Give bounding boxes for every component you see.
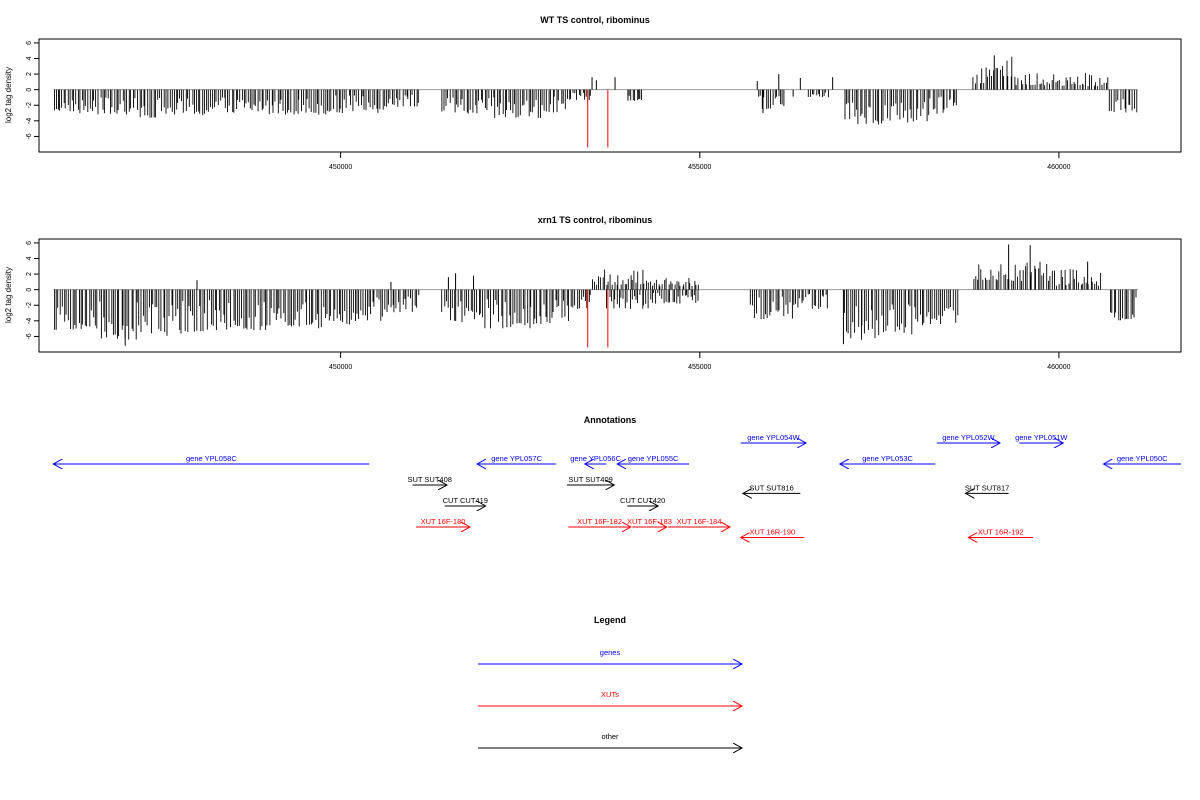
y-tick-label: -2 xyxy=(26,302,33,308)
y-tick-label: -6 xyxy=(26,133,33,139)
annotation-label: gene YPL053C xyxy=(862,454,913,463)
x-tick-label: 450000 xyxy=(329,364,352,371)
panel-xrn1-title: xrn1 TS control, ribominus xyxy=(538,215,653,225)
panel-xrn1-x-axis: 450000 455000 460000 xyxy=(329,351,1071,371)
annotation-feature: CUT CUT419 xyxy=(443,496,488,506)
panel-xrn1: xrn1 TS control, ribominus 6 4 2 0 -2 -4 -6 45… xyxy=(4,215,1182,371)
x-tick-label: 460000 xyxy=(1047,364,1070,371)
legend-entry: genes xyxy=(478,648,742,664)
annotation-label: SUT SUT408 xyxy=(407,475,451,484)
annotation-feature: SUT SUT817 xyxy=(965,483,1009,493)
y-tick-label: 0 xyxy=(26,288,33,292)
annotation-feature: XUT 16F-183 xyxy=(627,517,672,527)
legend-entries: genes XUTs other xyxy=(478,648,742,748)
annotation-label: CUT CUT420 xyxy=(620,496,665,505)
annotation-label: gene YPL050C xyxy=(1117,454,1168,463)
annotation-label: XUT 16F-184 xyxy=(677,517,722,526)
x-tick-label: 455000 xyxy=(688,164,711,171)
annotation-label: SUT SUT409 xyxy=(568,475,612,484)
annotation-label: gene YPL052W xyxy=(942,433,995,442)
panel-wt-title: WT TS control, ribominus xyxy=(540,15,650,25)
annotation-feature: gene YPL051W xyxy=(1015,433,1068,443)
y-tick-label: -6 xyxy=(26,333,33,339)
panel-wt-y-label: log2 tag density xyxy=(4,67,13,123)
annotations-title: Annotations xyxy=(584,415,637,425)
legend-entry: other xyxy=(478,732,742,748)
annotation-label: gene YPL054W xyxy=(747,433,800,442)
annotation-feature: XUT 16F-184 xyxy=(668,517,730,527)
panel-wt-y-axis: 6 4 2 0 -2 -4 -6 xyxy=(26,41,40,140)
panel-wt-bars xyxy=(53,55,1138,148)
legend-panel: Legend genes XUTs other xyxy=(478,615,742,748)
x-tick-label: 460000 xyxy=(1047,164,1070,171)
annotation-label: XUT 16R-190 xyxy=(749,528,795,537)
annotation-feature: gene YPL053C xyxy=(840,454,936,464)
x-tick-label: 450000 xyxy=(329,164,352,171)
panel-xrn1-y-axis: 6 4 2 0 -2 -4 -6 xyxy=(26,241,40,340)
annotation-label: SUT SUT817 xyxy=(965,483,1009,492)
annotations-panel: Annotations gene YPL058C gene YPL057C gene… xyxy=(53,415,1181,538)
annotation-label: CUT CUT419 xyxy=(443,496,488,505)
y-tick-label: -4 xyxy=(26,318,33,324)
y-tick-label: -4 xyxy=(26,118,33,124)
legend-entry: XUTs xyxy=(478,690,742,706)
annotation-label: SUT SUT816 xyxy=(749,483,793,492)
y-tick-label: 6 xyxy=(26,241,33,245)
annotation-feature: gene YPL052W xyxy=(936,433,1000,443)
annotation-feature: XUT 16R-190 xyxy=(741,528,804,538)
legend-label: XUTs xyxy=(601,690,619,699)
annotation-feature: gene YPL055C xyxy=(617,454,690,464)
annotation-feature: gene YPL056C xyxy=(570,454,622,464)
annotation-label: XUT 16R-192 xyxy=(978,528,1024,537)
panel-xrn1-bars xyxy=(53,244,1138,348)
annotation-feature: CUT CUT420 xyxy=(620,496,665,506)
annotation-label: XUT 16F-182 xyxy=(577,517,622,526)
annotation-feature: XUT 16F-182 xyxy=(568,517,630,527)
panel-wt: WT TS control, ribominus 6 4 2 0 -2 -4 -6 4500… xyxy=(4,15,1182,171)
annotation-label: gene YPL056C xyxy=(570,454,621,463)
annotation-feature: SUT SUT816 xyxy=(743,483,801,493)
legend-label: other xyxy=(601,732,619,741)
annotation-feature: SUT SUT409 xyxy=(566,475,614,485)
panel-xrn1-y-label: log2 tag density xyxy=(4,267,13,323)
x-tick-label: 455000 xyxy=(688,364,711,371)
annotation-feature: gene YPL058C xyxy=(53,454,370,464)
annotation-feature: XUT 16R-192 xyxy=(968,528,1034,538)
annotation-features: gene YPL058C gene YPL057C gene YPL056C gene… xyxy=(53,433,1181,538)
annotation-feature: gene YPL054W xyxy=(740,433,806,443)
y-tick-label: 6 xyxy=(26,41,33,45)
annotation-label: gene YPL051W xyxy=(1015,433,1068,442)
y-tick-label: 2 xyxy=(26,72,33,76)
legend-title: Legend xyxy=(594,615,626,625)
y-tick-label: -2 xyxy=(26,102,33,108)
annotation-label: XUT 16F-183 xyxy=(627,517,672,526)
annotation-feature: XUT 16F-180 xyxy=(416,517,470,527)
legend-label: genes xyxy=(600,648,621,657)
annotation-feature: gene YPL057C xyxy=(477,454,557,464)
y-tick-label: 4 xyxy=(26,56,33,60)
annotation-label: gene YPL057C xyxy=(491,454,542,463)
annotation-label: XUT 16F-180 xyxy=(421,517,466,526)
annotation-label: gene YPL058C xyxy=(186,454,237,463)
annotation-feature: SUT SUT408 xyxy=(407,475,452,485)
y-tick-label: 0 xyxy=(26,88,33,92)
annotation-feature: gene YPL050C xyxy=(1103,454,1181,464)
annotation-label: gene YPL055C xyxy=(628,454,679,463)
y-tick-label: 4 xyxy=(26,256,33,260)
panel-wt-x-axis: 450000 455000 460000 xyxy=(329,151,1071,171)
y-tick-label: 2 xyxy=(26,272,33,276)
